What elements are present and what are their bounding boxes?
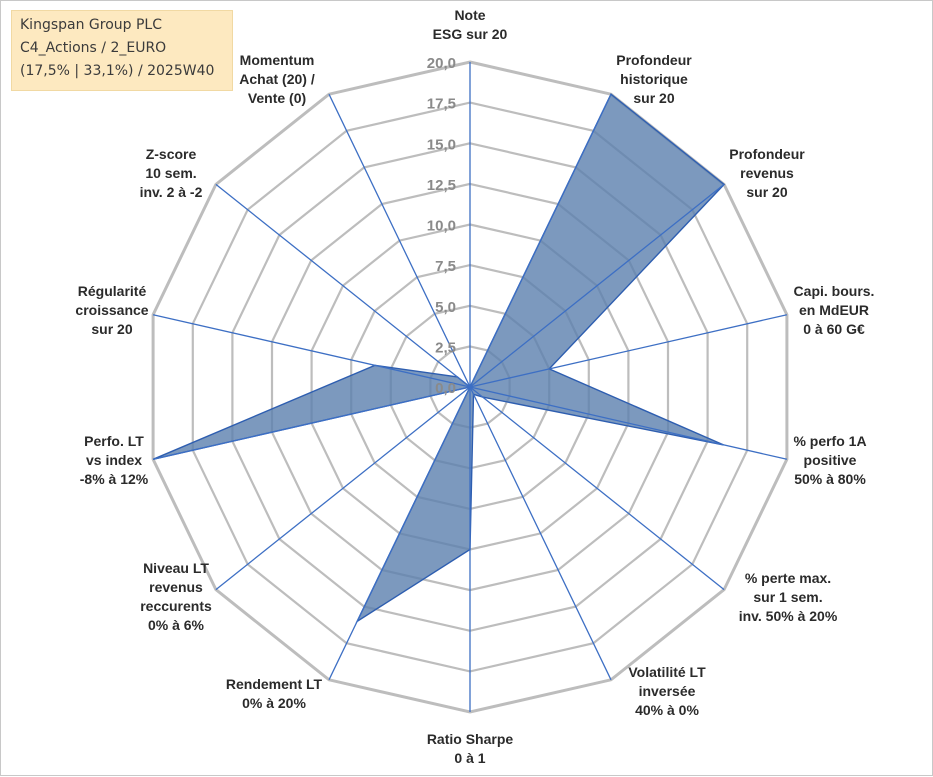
axis-label: % perfo 1A positive 50% à 80%	[793, 433, 866, 487]
tick-label: 0,0	[435, 380, 456, 397]
axis-spoke	[215, 183, 471, 388]
axis-spoke	[469, 386, 725, 591]
axis-label: Perfo. LT vs index -8% à 12%	[80, 433, 149, 487]
axis-label: Rendement LT 0% à 20%	[226, 676, 323, 711]
axis-label: % perte max. sur 1 sem. inv. 50% à 20%	[739, 570, 838, 624]
tick-label: 2,5	[435, 339, 456, 356]
axis-spoke	[328, 386, 471, 681]
axis-spoke	[328, 93, 471, 388]
tick-label: 12,5	[427, 177, 456, 194]
chart-info: (17,5% | 33,1%) / 2025W40	[20, 63, 215, 79]
tick-label: 5,0	[435, 299, 456, 316]
axis-spoke	[215, 386, 471, 591]
axis-label: Volatilité LT inversée 40% à 0%	[628, 664, 706, 718]
axis-spoke	[469, 314, 788, 388]
axis-spoke	[469, 93, 612, 388]
radar-axis-labels: Note ESG sur 20 Profondeur historique sur 20…	[75, 7, 874, 766]
axis-label: Régularité croissance sur 20	[75, 283, 148, 337]
axis-label: Niveau LT revenus reccurents 0% à 6%	[140, 560, 212, 633]
axis-spoke	[469, 386, 612, 681]
axis-label: Note ESG sur 20	[433, 7, 508, 42]
tick-label: 10,0	[427, 218, 456, 235]
series-area	[152, 93, 726, 624]
radar-spokes	[152, 62, 788, 712]
chart-title-box: Kingspan Group PLC C4_Actions / 2_EURO (…	[11, 10, 233, 91]
axis-spoke	[469, 386, 788, 460]
axis-label: Profondeur historique sur 20	[616, 52, 692, 106]
chart-subtitle: C4_Actions / 2_EURO	[20, 40, 167, 56]
axis-label: Momentum Achat (20) / Vente (0)	[239, 52, 315, 106]
axis-label: Capi. bours. en MdEUR 0 à 60 G€	[794, 283, 875, 337]
tick-label: 15,0	[427, 136, 456, 153]
chart-title: Kingspan Group PLC	[20, 17, 163, 33]
axis-spoke	[152, 386, 471, 460]
radar-tick-labels: 0,0 2,5 5,0 7,5 10,0 12,5 15,0 17,5 20,0	[427, 55, 456, 397]
axis-label: Ratio Sharpe 0 à 1	[427, 731, 514, 766]
tick-label: 7,5	[435, 258, 456, 275]
axis-label: Z-score 10 sem. inv. 2 à -2	[140, 146, 203, 200]
tick-label: 17,5	[427, 96, 456, 113]
axis-label: Profondeur revenus sur 20	[729, 146, 805, 200]
tick-label: 20,0	[427, 55, 456, 72]
axis-spoke	[469, 183, 725, 388]
axis-spoke	[152, 314, 471, 388]
radar-series	[152, 93, 726, 624]
